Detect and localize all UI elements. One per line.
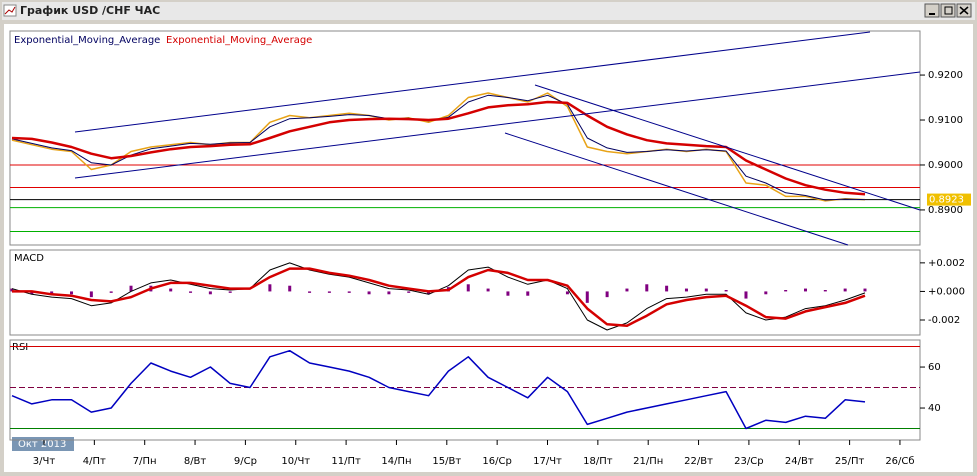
x-tick-label: 22/Вт — [684, 456, 713, 467]
histogram-bar — [843, 288, 847, 292]
restore-button[interactable] — [940, 3, 956, 18]
x-tick-label: 26/Сб — [885, 456, 914, 467]
histogram-bar — [803, 288, 807, 292]
trend-line — [74, 71, 921, 179]
icon — [959, 6, 969, 15]
price-marker — [927, 193, 971, 206]
x-tick-label: 11/Пт — [331, 456, 361, 467]
histogram-bar — [526, 291, 530, 296]
series-line — [12, 267, 866, 327]
panel-title: MACD — [14, 253, 44, 264]
histogram-bar — [30, 291, 34, 295]
y-tick-label: 0.9200 — [928, 70, 963, 81]
x-tick-label: 7/Пн — [133, 456, 157, 467]
x-tick-label: 10/Чт — [281, 456, 310, 467]
histogram-bar — [10, 288, 14, 292]
y-tick-label: 0.8900 — [928, 205, 963, 216]
histogram-bar — [228, 291, 232, 293]
y-tick-label: -0.002 — [928, 315, 960, 326]
y-tick-label: 0.9000 — [928, 160, 963, 171]
histogram-bar — [208, 291, 212, 295]
price-label: 0.8923 — [929, 195, 964, 206]
x-tick-label: 17/Чт — [533, 456, 562, 467]
window-icon — [4, 6, 16, 15]
histogram-bar — [387, 291, 391, 295]
histogram-bar — [665, 285, 669, 292]
x-tick-label: 16/Ср — [482, 456, 511, 467]
histogram-bar — [169, 288, 173, 292]
histogram-bar — [327, 291, 331, 293]
histogram-bar — [427, 291, 431, 295]
histogram-bar — [645, 284, 649, 292]
icon — [944, 6, 953, 15]
x-tick-label: 25/Пт — [835, 456, 865, 467]
series-line — [11, 100, 866, 196]
histogram-bar — [724, 290, 728, 292]
panel-frame — [9, 249, 921, 336]
x-tick-label: 3/Чт — [33, 456, 56, 467]
x-tick-label: 24/Вт — [785, 456, 814, 467]
x-tick-label: 4/Пт — [83, 456, 106, 467]
x-tick-label: 18/Пт — [583, 456, 613, 467]
x-tick-label: 14/Пн — [381, 456, 411, 467]
x-tick-label: 8/Вт — [184, 456, 207, 467]
x-tick-label: 21/Пн — [633, 456, 663, 467]
x-tick-label: 9/Ср — [234, 456, 257, 467]
legend-entry: Exponential_Moving_Average — [166, 35, 312, 46]
trend-line — [74, 31, 871, 133]
histogram-bar — [50, 291, 54, 295]
histogram-bar — [109, 291, 113, 293]
histogram-bar — [506, 291, 510, 296]
histogram-bar — [189, 291, 193, 293]
histogram-bar — [744, 291, 748, 299]
y-tick-label: 60 — [928, 362, 941, 373]
panel-frame — [9, 30, 921, 246]
window-title: График USD /CHF ЧАС — [20, 4, 160, 17]
x-tick-label: 23/Ср — [734, 456, 763, 467]
histogram-bar — [784, 290, 788, 292]
histogram-bar — [466, 284, 470, 292]
histogram-bar — [684, 288, 688, 292]
histogram-bar — [625, 288, 629, 292]
histogram-bar — [268, 284, 272, 292]
histogram-bar — [704, 288, 708, 292]
histogram-bar — [288, 285, 292, 292]
y-tick-label: +0.002 — [928, 258, 965, 269]
histogram-bar — [823, 290, 827, 292]
minimize-button[interactable] — [924, 3, 940, 18]
y-tick-label: 0.9100 — [928, 115, 963, 126]
histogram-bar — [347, 291, 351, 293]
legend-entry: Exponential_Moving_Average — [14, 35, 160, 46]
y-tick-label: +0.000 — [928, 286, 965, 297]
histogram-bar — [863, 288, 867, 292]
histogram-bar — [407, 291, 411, 293]
y-tick-label: 40 — [928, 403, 941, 414]
title-bar — [2, 2, 975, 20]
histogram-bar — [605, 291, 609, 298]
histogram-bar — [70, 291, 74, 295]
histogram-bar — [367, 291, 371, 295]
series-line — [11, 349, 866, 430]
histogram-bar — [308, 291, 312, 293]
panel-frame — [9, 339, 921, 441]
x-tick-label: 15/Вт — [432, 456, 461, 467]
window-buttons[interactable] — [924, 3, 972, 18]
histogram-bar — [764, 291, 768, 295]
period-label: Окт 2013 — [18, 439, 66, 450]
trend-channels — [74, 31, 921, 246]
histogram-bar — [89, 291, 93, 298]
trend-line — [504, 132, 849, 246]
chart-area — [4, 24, 973, 472]
histogram-bar — [486, 288, 490, 292]
panel-title: RSI — [12, 342, 28, 353]
histogram-bar — [585, 291, 589, 303]
histogram-bar — [129, 285, 133, 292]
histogram-bar — [565, 291, 569, 295]
trend-line — [534, 84, 921, 211]
